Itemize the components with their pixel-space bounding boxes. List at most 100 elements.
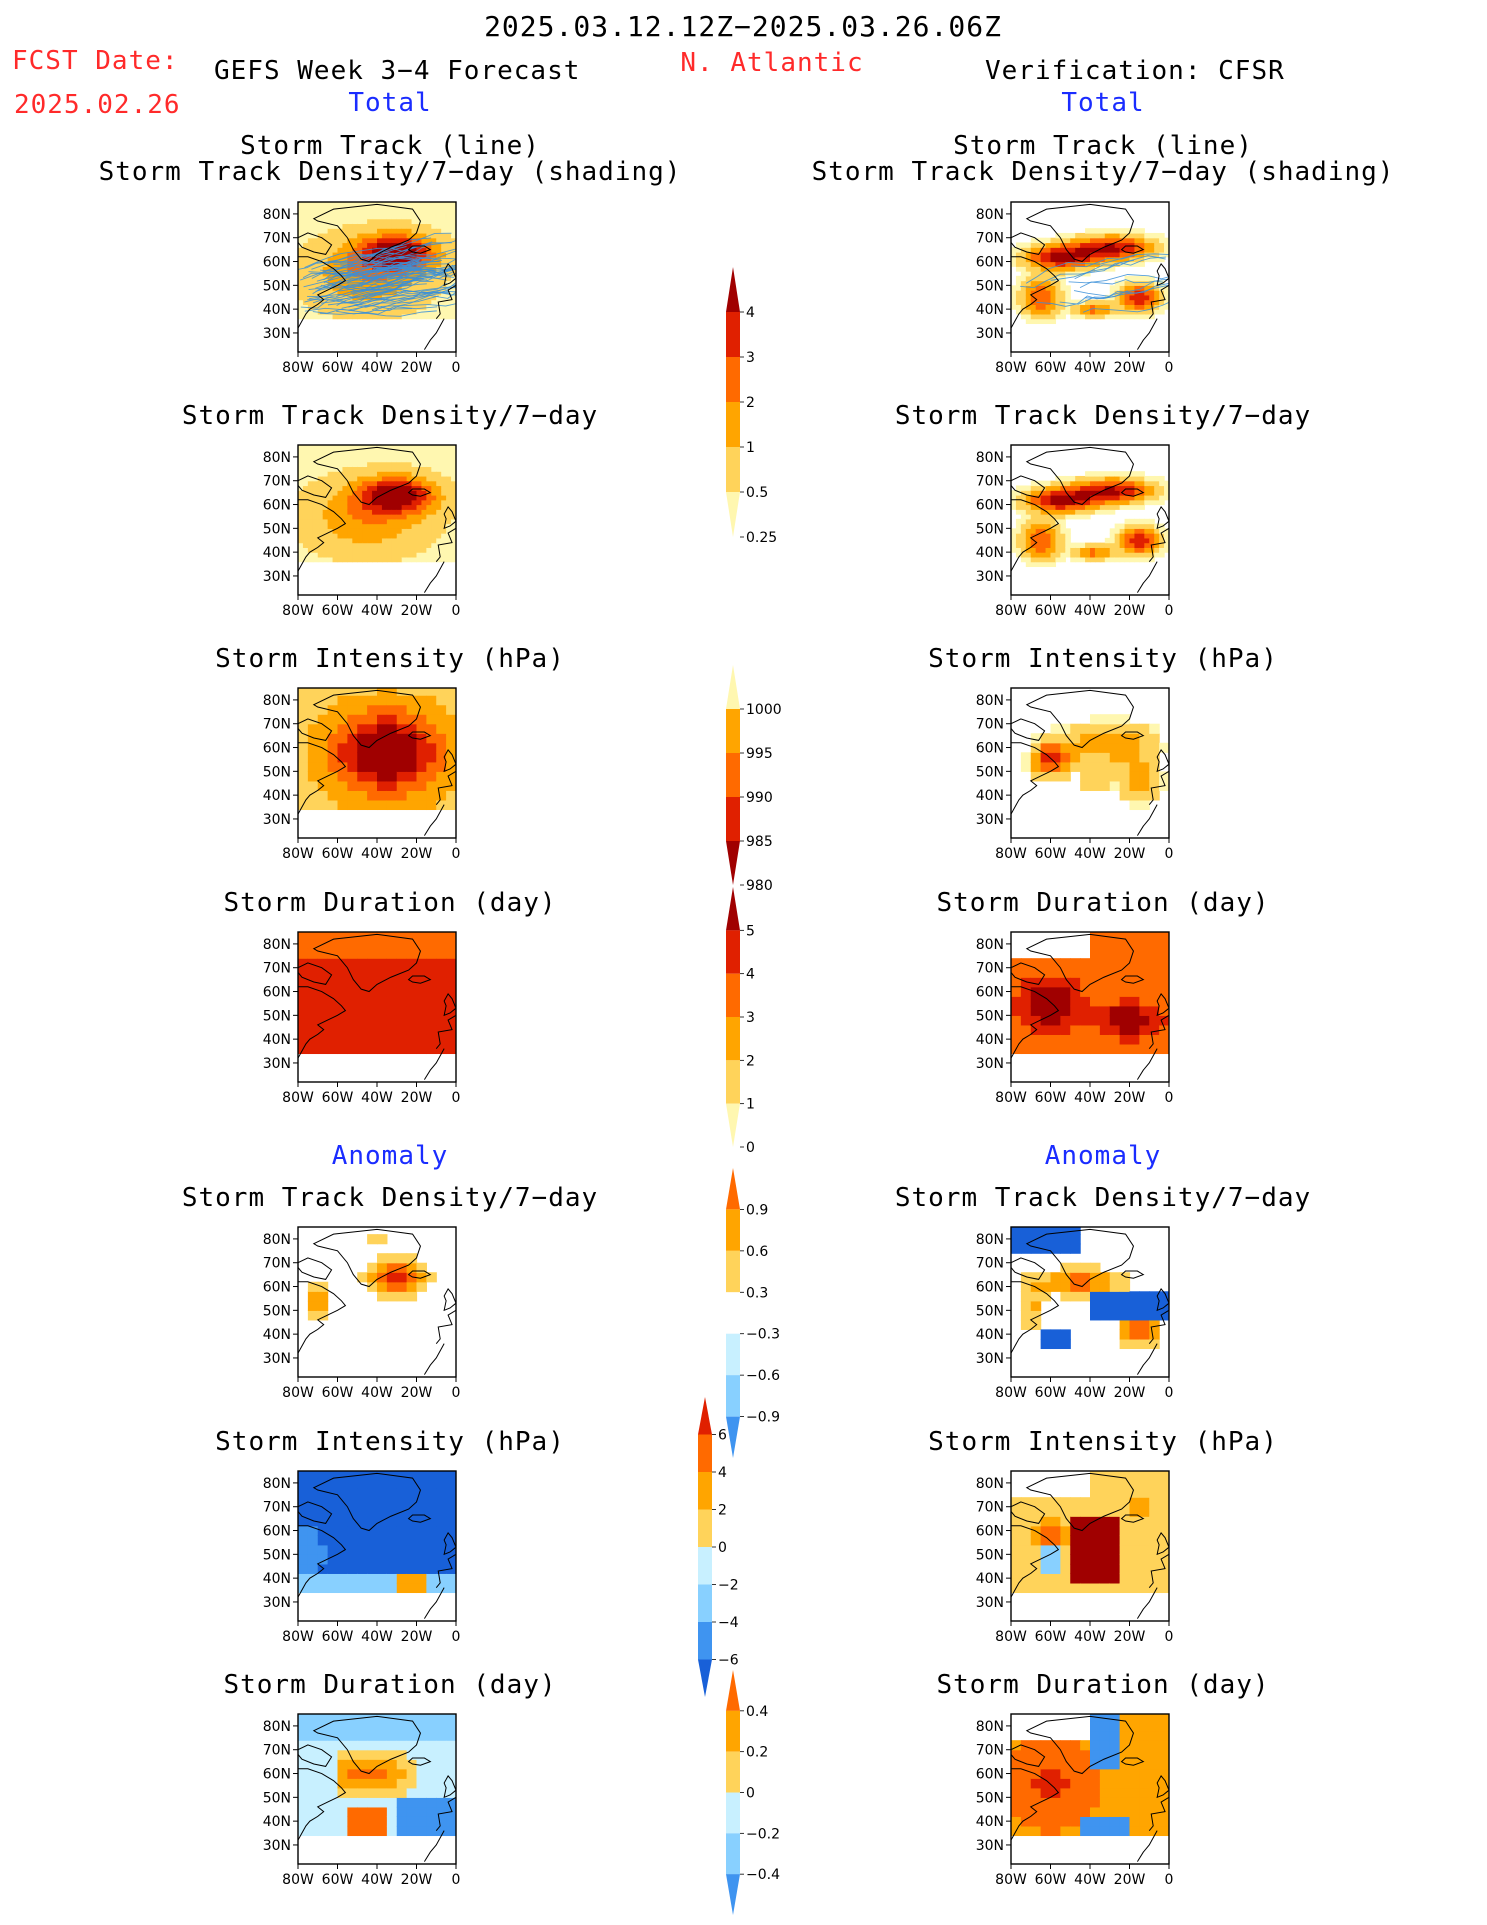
grid-cell <box>386 499 393 506</box>
grid-cell <box>317 209 324 215</box>
cfsr-anom-density-title: Storm Track Density/7−day <box>894 1183 1312 1213</box>
grid-cell <box>1134 547 1140 553</box>
grid-cell <box>337 1015 348 1026</box>
grid-cell <box>1129 967 1140 978</box>
grid-cell <box>411 518 418 525</box>
coastline <box>1136 1343 1158 1375</box>
lat-tick-label: 60N <box>263 741 291 757</box>
coastline <box>1148 1309 1169 1344</box>
grid-cell <box>372 509 378 515</box>
grid-cell <box>1109 485 1116 491</box>
grid-cell <box>1129 242 1136 248</box>
grid-cell <box>307 313 314 320</box>
grid-cell <box>352 509 358 515</box>
lat-tick-label: 50N <box>263 521 291 537</box>
grid-cell <box>436 518 442 525</box>
grid-cell <box>1060 1759 1071 1770</box>
grid-cell <box>1075 552 1081 558</box>
grid-cell <box>396 780 408 791</box>
grid-cell <box>362 504 368 510</box>
lon-tick-label: 60W <box>322 360 354 376</box>
grid-cell <box>381 509 388 515</box>
grid-cell <box>1139 1714 1150 1722</box>
grid-cell <box>367 1573 378 1584</box>
coastline <box>298 256 347 329</box>
grid-cell <box>421 533 427 539</box>
grid-cell <box>431 485 437 491</box>
grid-cell <box>1099 1554 1111 1565</box>
grid-cell <box>1020 986 1032 997</box>
grid-cell <box>347 761 358 772</box>
grid-cell <box>298 1721 309 1732</box>
storm-track-line <box>348 284 456 308</box>
grid-cell <box>302 514 309 520</box>
grid-cell <box>441 447 447 453</box>
grid-cell <box>307 252 314 258</box>
grid-cell <box>367 1015 378 1026</box>
grid-cell <box>362 542 368 548</box>
grid-cell <box>1129 537 1136 544</box>
grid-cell <box>362 202 368 205</box>
grid-cell <box>1075 232 1081 239</box>
grid-cell <box>307 499 314 506</box>
grid-cell <box>327 967 339 978</box>
lat-tick-label: 30N <box>976 326 1004 342</box>
grid-cell <box>367 504 373 510</box>
coastline <box>1136 561 1158 593</box>
grid-cell <box>1011 247 1017 253</box>
grid-cell <box>1129 1291 1140 1302</box>
grid-cell <box>1090 232 1096 239</box>
grid-cell <box>1149 232 1155 239</box>
grid-cell <box>307 466 314 472</box>
lat-tick-label: 50N <box>263 1547 291 1563</box>
grid-cell <box>1114 228 1121 234</box>
grid-cell <box>352 504 358 510</box>
grid-cell <box>1070 752 1081 763</box>
grid-cell <box>441 252 447 258</box>
grid-cell <box>386 237 393 244</box>
grid-cell <box>317 509 324 515</box>
lat-tick-label: 30N <box>263 1056 291 1072</box>
grid-cell <box>1114 280 1121 286</box>
grid-cell <box>367 1787 378 1798</box>
grid-cell <box>347 790 358 801</box>
grid-cell <box>406 1005 418 1016</box>
grid-cell <box>1090 771 1101 782</box>
grid-cell <box>332 309 339 315</box>
grid-cell <box>307 547 314 553</box>
grid-cell <box>377 1005 388 1016</box>
coastline <box>407 1514 432 1523</box>
grid-cell <box>1080 313 1086 320</box>
grid-cell <box>1119 1272 1131 1283</box>
grid-cell <box>302 456 309 463</box>
grid-cell <box>322 213 329 220</box>
grid-cell <box>426 1516 437 1527</box>
grid-cell <box>441 242 447 248</box>
grid-cell <box>377 445 383 448</box>
grid-cell <box>377 299 383 305</box>
grid-cell <box>1070 1787 1081 1798</box>
grid-cell <box>298 533 304 539</box>
grid-cell <box>377 1759 388 1770</box>
grid-cell <box>298 223 304 229</box>
lon-tick-label: 40W <box>361 1090 393 1106</box>
storm-track-line <box>316 257 441 282</box>
grid-cell <box>337 202 344 205</box>
grid-cell <box>317 771 329 782</box>
grid-cell <box>362 475 368 482</box>
grid-cell <box>436 1024 447 1035</box>
grid-cell <box>357 461 363 468</box>
grid-cell <box>317 967 329 978</box>
grid-cell <box>322 547 329 553</box>
grid-cell <box>317 1015 329 1026</box>
grid-cell <box>1060 986 1071 997</box>
grid-cell <box>421 204 427 210</box>
grid-cell <box>406 1478 418 1489</box>
grid-cell <box>1045 261 1052 267</box>
grid-cell <box>1060 294 1066 301</box>
grid-cell <box>342 313 348 320</box>
grid-cell <box>1119 1478 1131 1489</box>
grid-cell <box>386 1778 398 1789</box>
coastline <box>1025 1228 1135 1288</box>
grid-cell <box>357 1816 368 1827</box>
